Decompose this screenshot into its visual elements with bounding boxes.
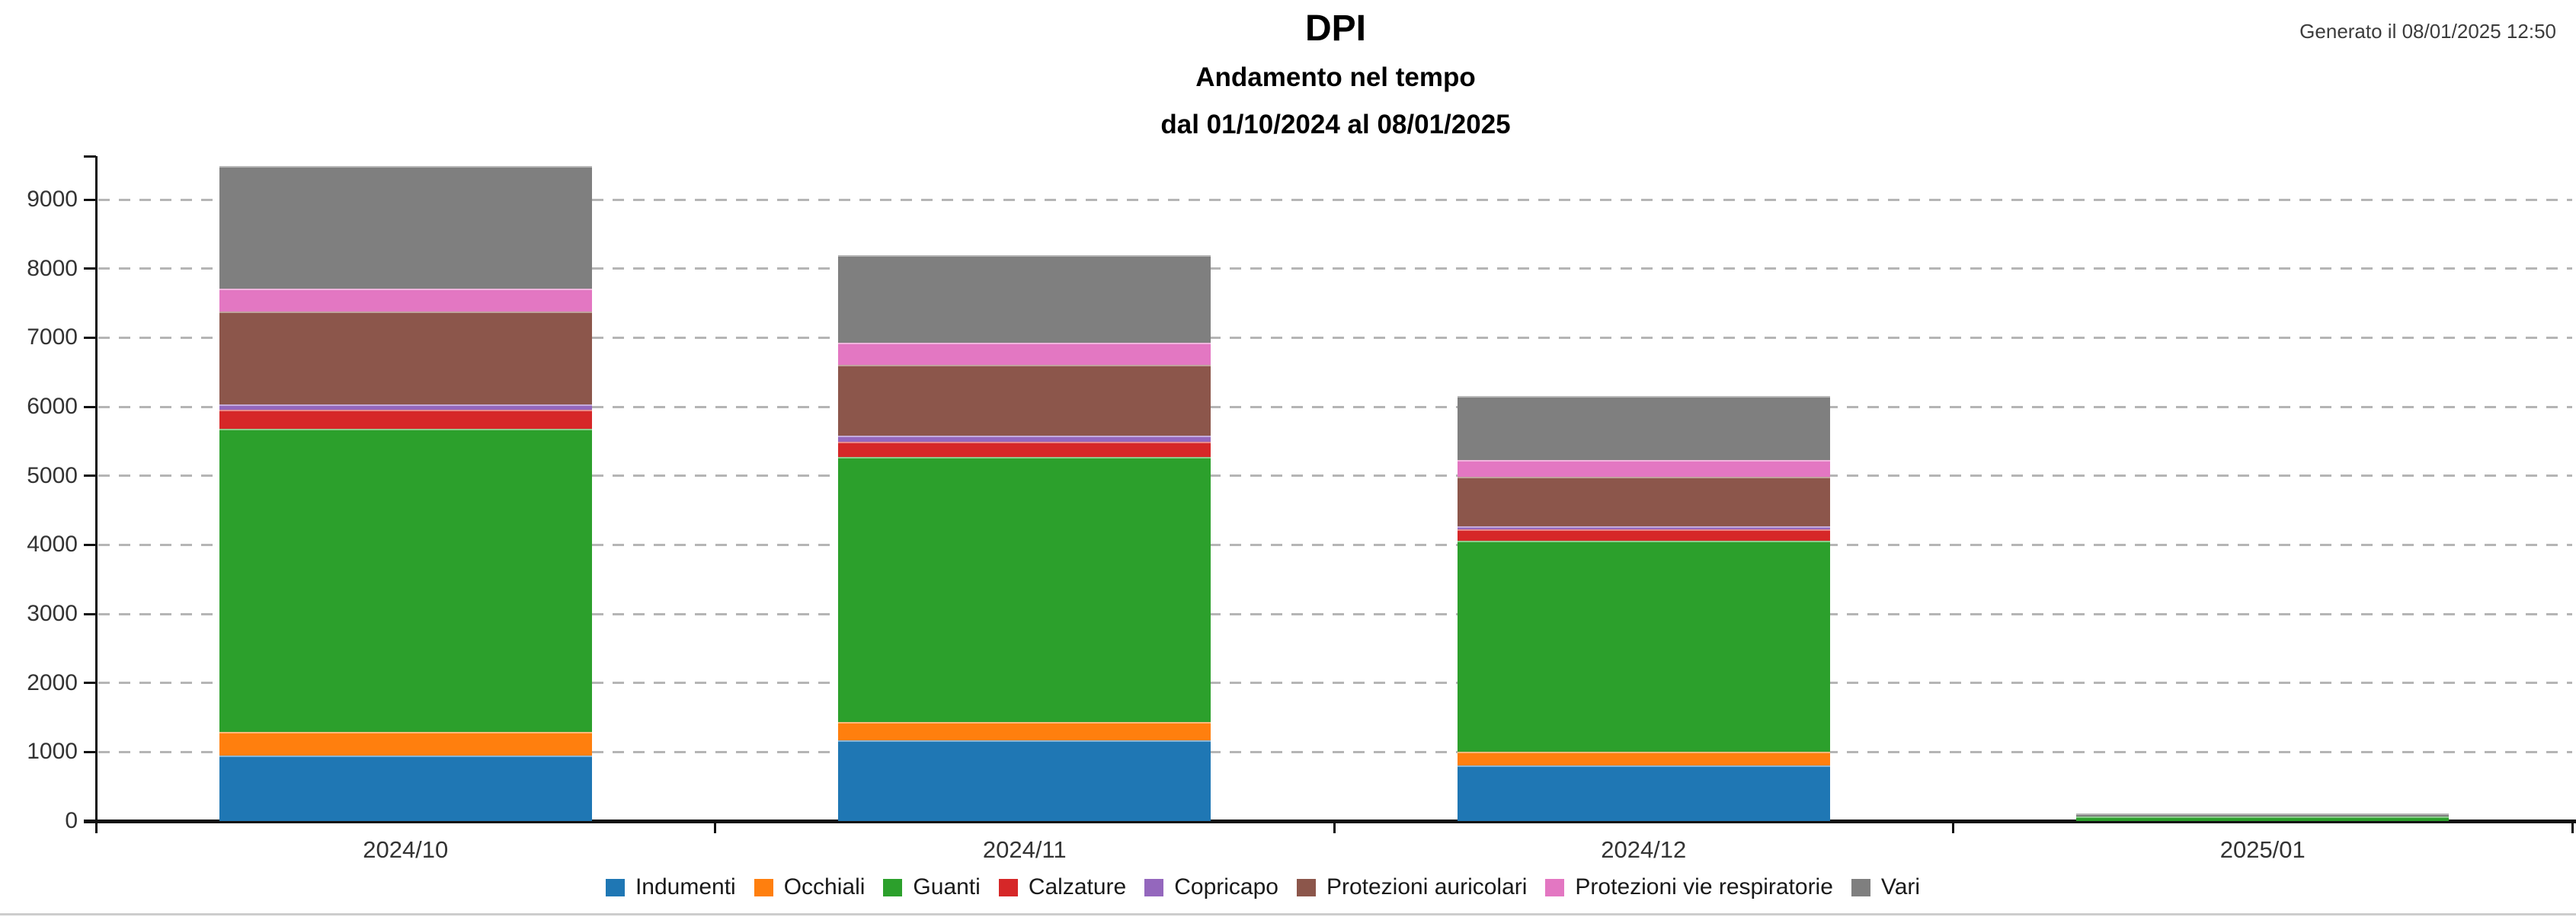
bar-segment-protezioni-auricolari-2024-10[interactable] — [219, 312, 592, 404]
legend-label: Guanti — [913, 874, 981, 899]
bar-segment-occhiali-2024-11[interactable] — [838, 722, 1211, 740]
y-axis-tick-9000 — [84, 198, 96, 201]
legend-label: Vari — [1880, 874, 1921, 899]
y-axis-tick-label-1000: 1000 — [27, 739, 78, 765]
y-axis-tick-1000 — [84, 750, 96, 753]
legend-swatch-icon — [1851, 878, 1870, 896]
y-axis-tick-5000 — [84, 474, 96, 478]
gridline-4000 — [98, 543, 2572, 546]
x-axis-tick-4 — [2571, 821, 2574, 833]
legend-item-vari[interactable]: Vari — [1851, 874, 1920, 900]
legend-label: Calzature — [1028, 874, 1127, 899]
legend-item-protezioni-auricolari[interactable]: Protezioni auricolari — [1296, 874, 1528, 900]
y-axis-tick-label-8000: 8000 — [27, 255, 78, 281]
x-axis-tick-2 — [1333, 821, 1336, 833]
bar-segment-protezioni-vie-respiratorie-2024-11[interactable] — [838, 342, 1211, 365]
legend-item-protezioni-vie-respiratorie[interactable]: Protezioni vie respiratorie — [1545, 874, 1833, 900]
legend-swatch-icon — [998, 878, 1018, 896]
bar-segment-copricapo-2024-10[interactable] — [219, 404, 592, 411]
page-title: DPI — [1304, 8, 1366, 49]
bar-segment-calzature-2024-10[interactable] — [219, 410, 592, 430]
y-axis-tick-8000 — [84, 267, 96, 270]
bar-segment-protezioni-vie-respiratorie-2024-10[interactable] — [219, 288, 592, 312]
y-axis-tick-label-5000: 5000 — [27, 462, 78, 488]
y-axis-tick-4000 — [84, 543, 96, 546]
y-axis-tick-2000 — [84, 682, 96, 685]
x-axis — [84, 820, 2576, 823]
y-axis-tick-label-7000: 7000 — [27, 324, 78, 350]
chart-subtitle: Andamento nel tempo — [1195, 62, 1476, 92]
x-axis-label-2025-01: 2025/01 — [2219, 836, 2306, 863]
gridline-6000 — [98, 405, 2572, 408]
y-axis-tick-label-2000: 2000 — [27, 669, 78, 695]
bar-segment-protezioni-auricolari-2024-11[interactable] — [838, 364, 1211, 436]
bar-segment-protezioni-vie-respiratorie-2024-12[interactable] — [1457, 460, 1830, 478]
bar-segment-protezioni-auricolari-2024-12[interactable] — [1457, 477, 1830, 526]
legend-item-guanti[interactable]: Guanti — [883, 874, 981, 900]
y-axis-tick-7000 — [84, 336, 96, 339]
gridline-2000 — [98, 682, 2572, 685]
y-axis-tick-label-9000: 9000 — [27, 187, 78, 212]
legend-swatch-icon — [1545, 878, 1565, 896]
legend-label: Protezioni vie respiratorie — [1575, 874, 1833, 899]
y-axis-tick-label-0: 0 — [65, 808, 78, 833]
legend-label: Indumenti — [635, 874, 736, 899]
legend-swatch-icon — [1144, 878, 1164, 896]
bar-segment-occhiali-2024-10[interactable] — [219, 731, 592, 756]
gridline-5000 — [98, 474, 2572, 478]
gridline-1000 — [98, 750, 2572, 753]
bar-segment-calzature-2024-12[interactable] — [1457, 529, 1830, 541]
y-axis-tick-label-4000: 4000 — [27, 532, 78, 558]
bar-segment-indumenti-2024-12[interactable] — [1457, 765, 1830, 821]
legend-swatch-icon — [605, 878, 625, 896]
x-axis-tick-1 — [714, 821, 716, 833]
bar-segment-occhiali-2024-12[interactable] — [1457, 752, 1830, 766]
bar-segment-copricapo-2024-12[interactable] — [1457, 526, 1830, 529]
x-axis-label-2024-10: 2024/10 — [363, 836, 449, 863]
x-axis-label-2024-11: 2024/11 — [982, 836, 1067, 863]
bar-segment-copricapo-2024-11[interactable] — [838, 436, 1211, 442]
bar-segment-indumenti-2024-11[interactable] — [838, 740, 1211, 821]
legend-swatch-icon — [1296, 878, 1316, 896]
y-axis-tick-label-6000: 6000 — [27, 394, 78, 420]
bar-segment-vari-2024-11[interactable] — [838, 254, 1211, 343]
legend-swatch-icon — [883, 878, 903, 896]
legend-label: Occhiali — [783, 874, 866, 899]
bar-segment-vari-2025-01[interactable] — [2076, 813, 2450, 816]
y-axis — [94, 156, 98, 832]
bar-segment-vari-2024-10[interactable] — [219, 165, 592, 289]
legend-item-indumenti[interactable]: Indumenti — [605, 874, 736, 900]
bar-segment-guanti-2024-12[interactable] — [1457, 540, 1830, 752]
legend-item-copricapo[interactable]: Copricapo — [1144, 874, 1278, 900]
bar-segment-vari-2024-12[interactable] — [1457, 396, 1830, 461]
gridline-8000 — [98, 267, 2572, 270]
legend: Indumenti Occhiali Guanti Calzature Copricap… — [0, 874, 2576, 900]
bottom-divider — [0, 913, 2576, 915]
bar-segment-guanti-2024-11[interactable] — [838, 457, 1211, 723]
generated-timestamp: Generato il 08/01/2025 12:50 — [2299, 20, 2556, 43]
bar-segment-calzature-2024-11[interactable] — [838, 441, 1211, 458]
x-axis-label-2024-12: 2024/12 — [1601, 836, 1687, 863]
gridline-7000 — [98, 336, 2572, 339]
legend-label: Protezioni auricolari — [1326, 874, 1528, 899]
y-axis-tick-6000 — [84, 405, 96, 408]
gridline-9000 — [98, 198, 2572, 201]
bar-segment-indumenti-2024-10[interactable] — [219, 755, 592, 821]
y-axis-end-tick — [84, 155, 96, 158]
gridline-3000 — [98, 612, 2572, 615]
legend-item-calzature[interactable]: Calzature — [998, 874, 1127, 900]
chart-date-range: dal 01/10/2024 al 08/01/2025 — [1160, 110, 1511, 139]
x-axis-tick-3 — [1952, 821, 1954, 833]
legend-item-occhiali[interactable]: Occhiali — [754, 874, 866, 900]
legend-label: Copricapo — [1174, 874, 1278, 899]
y-axis-tick-label-3000: 3000 — [27, 601, 78, 627]
legend-swatch-icon — [754, 878, 773, 896]
y-axis-tick-3000 — [84, 612, 96, 615]
bar-segment-guanti-2025-01[interactable] — [2076, 816, 2450, 821]
x-axis-tick-0 — [94, 821, 98, 833]
bar-segment-guanti-2024-10[interactable] — [219, 429, 592, 732]
